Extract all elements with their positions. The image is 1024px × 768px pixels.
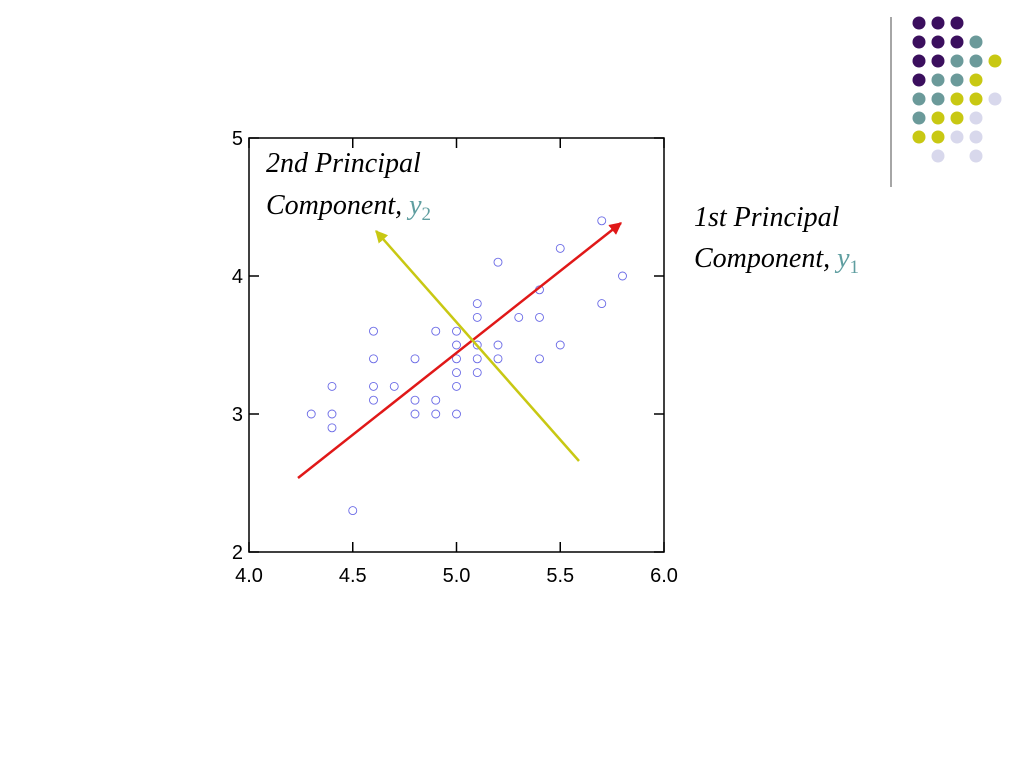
dot	[950, 54, 964, 68]
annotation-text: Component,	[694, 243, 830, 274]
point	[348, 506, 358, 516]
dot	[950, 130, 964, 144]
y-tick-label: 4	[232, 266, 243, 288]
point	[493, 340, 503, 350]
dot	[931, 54, 945, 68]
dot	[931, 73, 945, 87]
annotation: 1st Principal	[694, 202, 840, 233]
point	[493, 354, 503, 364]
pc2-arrow	[375, 230, 580, 462]
point	[452, 354, 461, 364]
dot	[969, 35, 983, 49]
dot	[950, 73, 964, 87]
point	[306, 409, 316, 419]
point	[555, 243, 565, 253]
point	[369, 326, 378, 336]
point	[452, 326, 461, 336]
dot	[988, 54, 1002, 68]
dot	[912, 73, 926, 87]
point	[410, 354, 420, 364]
dot	[912, 111, 926, 125]
annotation: 2nd Principal	[266, 148, 421, 179]
point	[369, 395, 378, 405]
annotation-text: Component,	[266, 190, 402, 221]
dot	[931, 111, 945, 125]
point	[389, 381, 399, 391]
x-tick-label: 6.0	[650, 565, 678, 587]
dot	[969, 130, 983, 144]
pc1-arrow	[297, 222, 622, 479]
dot	[969, 54, 983, 68]
annotation-sub: 1	[850, 257, 860, 278]
x-tick-label: 4.5	[339, 565, 367, 587]
dot	[912, 92, 926, 106]
annotation: Component, y1	[694, 243, 859, 278]
axes: 4.0 4.5 5.0 5.5 6.0 2 3 4 5	[232, 128, 678, 587]
point	[410, 395, 420, 405]
point	[369, 381, 378, 391]
dot	[969, 149, 983, 163]
dot	[950, 111, 964, 125]
point	[431, 326, 441, 336]
dot	[912, 35, 926, 49]
x-tick-label: 5.5	[546, 565, 574, 587]
dot	[931, 16, 945, 30]
x-tick-label: 4.0	[235, 565, 263, 587]
point	[535, 312, 544, 322]
point	[555, 340, 565, 350]
annotation-var: y	[406, 190, 422, 221]
dot	[931, 130, 945, 144]
dot	[912, 16, 926, 30]
point	[472, 299, 482, 309]
point	[597, 216, 607, 226]
point	[452, 368, 461, 378]
point	[452, 340, 461, 350]
point	[327, 409, 337, 419]
decoration	[912, 16, 1002, 163]
dot	[912, 54, 926, 68]
point	[472, 354, 482, 364]
point	[431, 409, 441, 419]
dot	[950, 35, 964, 49]
point	[472, 368, 482, 378]
dot	[969, 92, 983, 106]
annotation-var: y	[834, 243, 850, 274]
dot	[912, 130, 926, 144]
dot	[950, 92, 964, 106]
y-tick-label: 5	[232, 128, 243, 150]
point	[472, 340, 482, 350]
point	[618, 271, 627, 281]
point	[369, 354, 378, 364]
dot	[988, 92, 1002, 106]
point	[327, 381, 337, 391]
dot	[931, 149, 945, 163]
points	[306, 216, 627, 516]
point	[452, 381, 461, 391]
dot	[931, 92, 945, 106]
dot	[950, 16, 964, 30]
x-tick-label: 5.0	[443, 565, 471, 587]
dot	[931, 35, 945, 49]
point	[472, 312, 482, 322]
y-tick-label: 2	[232, 542, 243, 564]
y-tick-label: 3	[232, 404, 243, 426]
dot	[969, 111, 983, 125]
point	[327, 423, 337, 433]
point	[514, 312, 524, 322]
point	[597, 299, 607, 309]
point	[493, 257, 503, 267]
dot	[969, 73, 983, 87]
point	[410, 409, 420, 419]
point	[452, 409, 461, 419]
point	[535, 354, 544, 364]
point	[431, 395, 441, 405]
annotation-sub: 2	[422, 204, 432, 225]
annotation: Component, y2	[266, 190, 431, 225]
